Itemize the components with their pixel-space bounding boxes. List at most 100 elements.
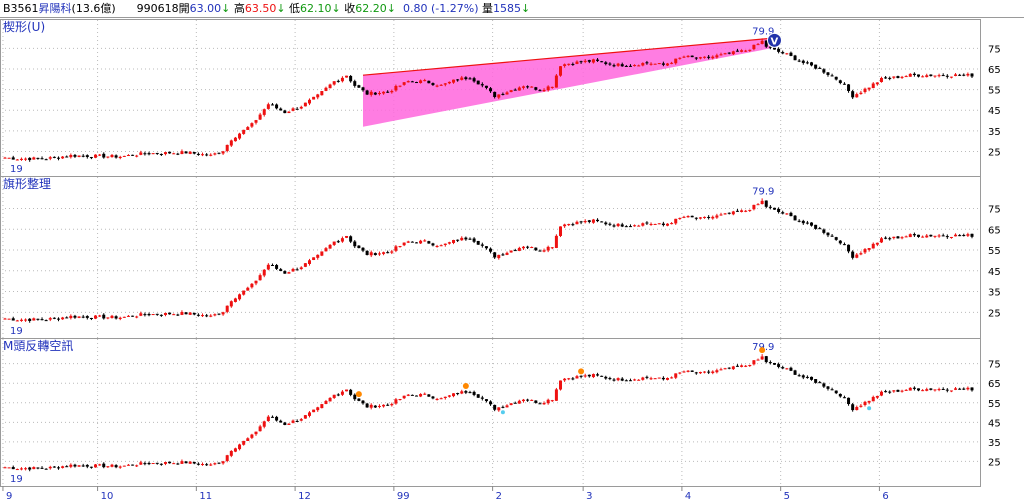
candle-body xyxy=(320,404,324,409)
candle-body xyxy=(139,313,143,316)
candle-body xyxy=(530,399,534,401)
candle-body xyxy=(731,366,735,370)
candle-body xyxy=(929,234,933,237)
candle-body xyxy=(201,315,205,317)
y-tick-label: 65 xyxy=(988,379,1001,390)
open-arrow: ↓ xyxy=(221,2,231,15)
candle-body xyxy=(332,394,336,398)
candle-body xyxy=(419,80,423,83)
candle-body xyxy=(48,318,52,320)
candle-body xyxy=(661,63,665,65)
candle-body xyxy=(682,371,686,373)
candle-body xyxy=(36,157,40,159)
candle-body xyxy=(303,263,307,267)
candle-body xyxy=(192,461,196,464)
y-tick-label: 75 xyxy=(988,44,1001,55)
candle-body xyxy=(435,85,439,87)
candle-body xyxy=(94,315,98,319)
candle-body xyxy=(443,243,447,245)
candle-body xyxy=(295,420,299,422)
candle-body xyxy=(184,151,188,154)
candle-body xyxy=(382,404,386,407)
candle-body xyxy=(19,319,23,321)
v-signal-marker[interactable] xyxy=(766,32,782,48)
candle-body xyxy=(768,362,772,364)
candle-body xyxy=(44,468,48,470)
low-arrow: ↓ xyxy=(331,2,341,15)
candle-body xyxy=(201,464,205,466)
change-value: 0.80 xyxy=(402,2,428,15)
candle-body xyxy=(838,80,842,83)
candle-body xyxy=(908,387,912,391)
candle-body xyxy=(225,455,229,461)
candle-body xyxy=(40,319,44,321)
candle-body xyxy=(826,72,830,75)
candle-body xyxy=(431,243,435,246)
stock-code: B3561 xyxy=(3,2,39,15)
candle-body xyxy=(52,466,56,468)
candle-body xyxy=(402,395,406,399)
candle-body xyxy=(633,379,637,381)
candle-body xyxy=(896,236,900,239)
y-tick-label: 25 xyxy=(988,308,1001,319)
candle-body xyxy=(229,450,233,456)
candle-body xyxy=(735,365,739,367)
candle-body xyxy=(180,151,184,155)
candle-body xyxy=(661,223,665,226)
candle-body xyxy=(484,246,488,249)
candle-body xyxy=(3,467,7,469)
candle-body xyxy=(892,390,896,392)
candle-body xyxy=(377,92,381,95)
candle-body xyxy=(328,84,332,89)
candle-body xyxy=(3,157,7,159)
candle-body xyxy=(686,370,690,372)
candle-body xyxy=(550,400,554,402)
panel-corner-label: 19 xyxy=(10,474,23,485)
candle-body xyxy=(139,152,143,155)
candle-body xyxy=(933,389,937,391)
candle-body xyxy=(349,389,353,395)
candle-body xyxy=(904,236,908,238)
candlestick-chart[interactable]: 25354555657579.9楔形(U)19V25354555657579.9… xyxy=(0,18,1024,503)
candle-body xyxy=(361,247,365,251)
panel-frame xyxy=(0,176,981,339)
candle-body xyxy=(727,52,731,54)
candle-body xyxy=(209,464,213,466)
candle-body xyxy=(48,157,52,159)
candle-body xyxy=(110,464,114,467)
candle-body xyxy=(723,368,727,370)
candle-body xyxy=(258,114,262,120)
candle-body xyxy=(402,82,406,85)
max-price-label: 79.9 xyxy=(752,26,774,37)
candle-body xyxy=(328,244,332,249)
candle-body xyxy=(205,154,209,156)
candle-body xyxy=(851,91,855,98)
candle-body xyxy=(912,387,916,389)
candle-body xyxy=(336,241,340,243)
candle-body xyxy=(81,465,85,467)
candle-body xyxy=(608,63,612,65)
candle-body xyxy=(583,375,587,377)
x-tick-label: 4 xyxy=(685,491,691,502)
stock-name[interactable]: 昇陽科 xyxy=(38,2,72,15)
candle-body xyxy=(316,254,320,258)
wedge-pattern xyxy=(362,38,771,127)
candle-body xyxy=(534,247,538,251)
candle-body xyxy=(838,240,842,244)
candle-body xyxy=(476,240,480,245)
candle-body xyxy=(476,394,480,398)
candle-body xyxy=(40,158,44,160)
candle-body xyxy=(19,158,23,160)
y-tick-label: 35 xyxy=(988,288,1001,299)
candle-body xyxy=(703,216,707,218)
candle-body xyxy=(900,390,904,392)
candle-body xyxy=(797,220,801,222)
candle-body xyxy=(715,55,719,58)
candle-body xyxy=(275,104,279,109)
candle-body xyxy=(620,378,624,381)
candle-body xyxy=(941,75,945,77)
candle-body xyxy=(468,392,472,394)
candle-body xyxy=(513,402,517,404)
candle-body xyxy=(826,386,830,389)
candle-body xyxy=(661,377,665,380)
